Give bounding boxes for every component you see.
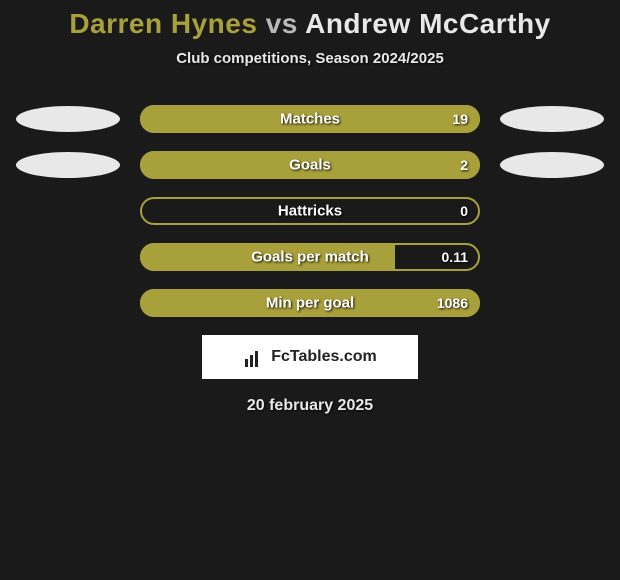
stat-bar: Min per goal 1086 <box>140 289 480 317</box>
stat-bar: Goals 2 <box>140 151 480 179</box>
stat-label: Matches <box>280 111 340 128</box>
stat-value: 1086 <box>437 295 468 311</box>
container: Darren Hynes vs Andrew McCarthy Club com… <box>0 0 620 415</box>
brand-rest: Tables.com <box>290 348 377 365</box>
stat-row: Goals 2 <box>0 151 620 179</box>
stat-value: 0.11 <box>442 249 468 265</box>
bar-chart-icon <box>243 347 265 367</box>
stat-label: Goals <box>289 157 331 174</box>
left-ellipse-icon <box>16 106 120 132</box>
stat-label: Goals per match <box>251 249 369 266</box>
brand-logo: FcTables.com <box>202 335 418 379</box>
stat-row: Goals per match 0.11 <box>0 243 620 271</box>
stat-bar: Goals per match 0.11 <box>140 243 480 271</box>
brand-bold: Fc <box>271 348 290 365</box>
stat-label: Min per goal <box>266 295 354 312</box>
stat-rows: Matches 19 Goals 2 Hattricks 0 <box>0 105 620 317</box>
stat-bar: Matches 19 <box>140 105 480 133</box>
stat-row: Matches 19 <box>0 105 620 133</box>
stat-value: 0 <box>460 203 468 219</box>
date-text: 20 february 2025 <box>0 397 620 415</box>
stat-label: Hattricks <box>278 203 342 220</box>
stat-value: 2 <box>460 157 468 173</box>
stat-row: Min per goal 1086 <box>0 289 620 317</box>
left-ellipse-icon <box>16 152 120 178</box>
player1-name: Darren Hynes <box>69 8 257 39</box>
brand-text: FcTables.com <box>271 348 377 366</box>
brand-logo-inner: FcTables.com <box>243 347 377 367</box>
right-ellipse-icon <box>500 152 604 178</box>
subtitle: Club competitions, Season 2024/2025 <box>0 50 620 67</box>
right-ellipse-icon <box>500 106 604 132</box>
stat-bar: Hattricks 0 <box>140 197 480 225</box>
stat-value: 19 <box>452 111 468 127</box>
vs-separator: vs <box>266 8 298 39</box>
stat-row: Hattricks 0 <box>0 197 620 225</box>
page-title: Darren Hynes vs Andrew McCarthy <box>0 8 620 40</box>
player2-name: Andrew McCarthy <box>305 8 551 39</box>
